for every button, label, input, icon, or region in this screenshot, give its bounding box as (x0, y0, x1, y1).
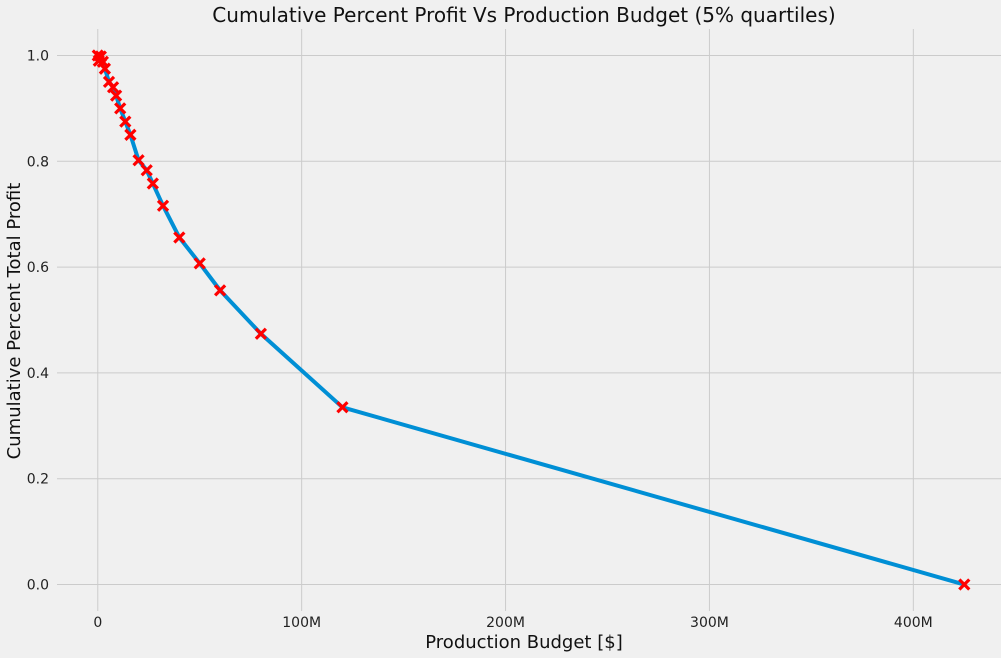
marker-stroke (94, 50, 107, 63)
data-point-marker (124, 128, 137, 141)
data-point-marker (119, 115, 132, 128)
x-tick-label: 0 (93, 615, 102, 631)
x-tick-label: 400M (894, 615, 933, 631)
marker-stroke (106, 81, 120, 94)
marker-stroke (109, 89, 123, 102)
y-tick-label: 0.0 (27, 578, 49, 594)
data-point-marker (106, 81, 120, 94)
x-axis-label: Production Budget [$] (425, 632, 622, 653)
y-tick-label: 0.6 (27, 260, 49, 276)
y-axis-label: Cumulative Percent Total Profit (4, 183, 25, 460)
data-point-marker (156, 199, 170, 212)
data-point-marker (958, 578, 971, 591)
tick-labels: 0 100M 200M 300M 400M 0.0 0.2 0.4 0.6 0.8 1.0 (27, 48, 933, 631)
data-point-marker (109, 89, 123, 102)
data-point-marker (213, 284, 227, 297)
series-marker-layer (91, 49, 971, 591)
y-tick-label: 0.4 (27, 366, 49, 382)
marker-stroke (254, 327, 268, 340)
y-tick-label: 0.2 (27, 472, 49, 488)
marker-stroke (213, 284, 227, 297)
x-tick-label: 100M (282, 615, 321, 631)
x-tick-label: 200M (486, 615, 525, 631)
data-point-marker (98, 62, 112, 75)
chart-title: Cumulative Percent Profit Vs Production … (212, 3, 835, 27)
marker-stroke (119, 115, 132, 128)
marker-stroke (193, 257, 206, 270)
marker-stroke (336, 401, 349, 414)
data-point-marker (173, 231, 186, 244)
data-point-marker (193, 257, 206, 270)
marker-stroke (124, 128, 137, 141)
data-point-marker (132, 154, 145, 167)
x-tick-label: 300M (690, 615, 729, 631)
marker-stroke (98, 62, 112, 75)
y-tick-label: 1.0 (27, 48, 49, 64)
marker-stroke (958, 578, 971, 591)
data-point-marker (336, 401, 349, 414)
grid (57, 29, 1001, 611)
data-point-marker (114, 102, 127, 115)
marker-stroke (173, 231, 186, 244)
marker-stroke (132, 154, 145, 167)
data-point-marker (254, 327, 268, 340)
data-point-marker (146, 177, 159, 190)
marker-stroke (114, 102, 127, 115)
marker-stroke (140, 164, 153, 177)
data-point-marker (140, 164, 153, 177)
y-tick-label: 0.8 (27, 154, 49, 170)
marker-stroke (156, 199, 170, 212)
marker-stroke (146, 177, 159, 190)
